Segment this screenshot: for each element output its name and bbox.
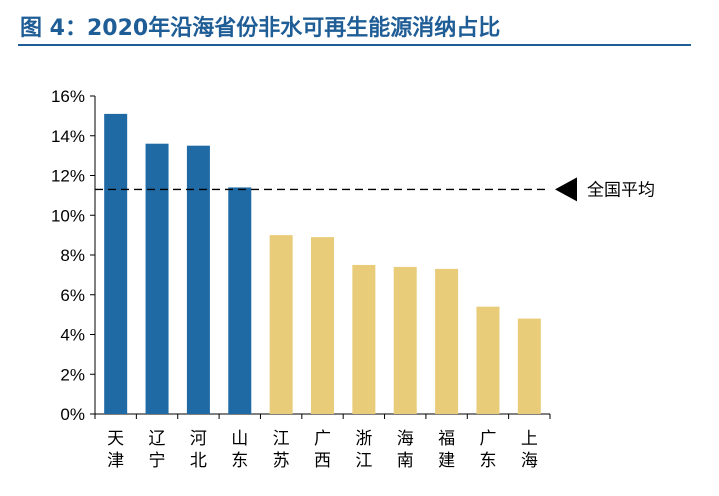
category-label: 宁 — [149, 451, 166, 471]
bar-广东 — [476, 306, 500, 414]
bar-辽宁 — [145, 143, 169, 414]
category-label: 建 — [438, 451, 455, 471]
bar-广西 — [311, 237, 334, 414]
y-tick-label: 12% — [51, 167, 85, 186]
y-tick-label: 0% — [60, 405, 85, 424]
category-label: 河 — [190, 429, 207, 449]
category-label: 辽 — [149, 429, 166, 449]
category-label: 浙 — [355, 429, 372, 449]
category-label: 南 — [397, 451, 414, 471]
y-tick-label: 14% — [51, 127, 85, 146]
figure-header: 图 4：2020年沿海省份非水可再生能源消纳占比 — [18, 6, 691, 46]
category-label: 江 — [355, 451, 372, 471]
bar-浙江 — [352, 264, 376, 414]
bar-江苏 — [269, 235, 293, 414]
bar-河北 — [186, 145, 210, 414]
category-label: 天 — [107, 429, 124, 449]
category-label: 海 — [521, 451, 538, 471]
category-label: 西 — [314, 451, 331, 471]
category-label: 海 — [397, 429, 414, 449]
bar-山东 — [228, 187, 252, 414]
axes: 0% 2% 4% 6% 8% 10% 12% 14% 16% — [51, 87, 551, 424]
category-label: 山 — [231, 429, 248, 449]
left-triangle-icon — [555, 177, 577, 202]
bar-上海 — [517, 318, 541, 414]
y-tick-label: 16% — [51, 87, 85, 106]
y-tick-label: 4% — [60, 326, 85, 345]
category-label: 上 — [521, 429, 538, 449]
national-average-reference: 全国平均 — [95, 177, 655, 202]
category-label: 津 — [107, 451, 124, 471]
bar-海南 — [393, 266, 417, 414]
category-label: 广 — [479, 429, 496, 449]
average-label: 全国平均 — [587, 180, 655, 200]
y-tick-label: 2% — [60, 365, 85, 384]
y-tick-label: 8% — [60, 246, 85, 265]
category-label: 北 — [190, 451, 207, 471]
category-label: 东 — [231, 451, 248, 471]
category-label: 广 — [314, 429, 331, 449]
bar-福建 — [435, 268, 459, 414]
bars — [104, 113, 541, 414]
category-label: 东 — [479, 451, 496, 471]
category-label: 苏 — [273, 451, 290, 471]
bar-天津 — [104, 113, 128, 414]
category-label: 江 — [273, 429, 290, 449]
figure-title: 图 4：2020年沿海省份非水可再生能源消纳占比 — [20, 16, 501, 41]
y-tick-label: 6% — [60, 286, 85, 305]
category-label: 福 — [438, 429, 455, 449]
y-tick-label: 10% — [51, 206, 85, 225]
